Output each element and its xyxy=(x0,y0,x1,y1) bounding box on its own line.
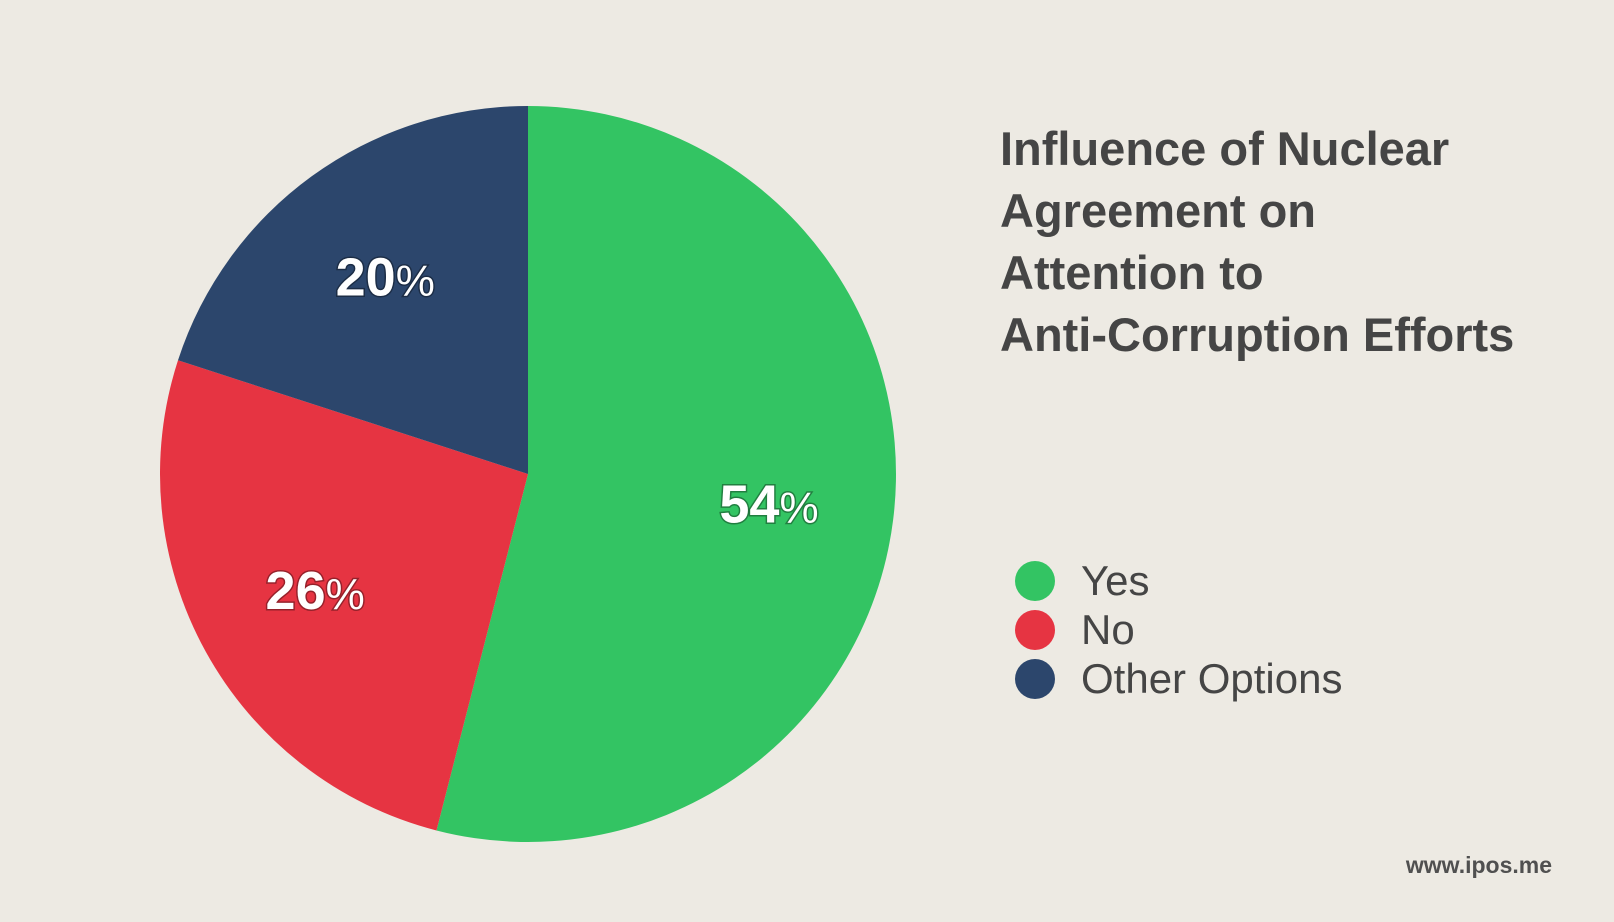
footer-url: www.ipos.me xyxy=(1405,852,1552,878)
legend-swatch-other-options xyxy=(1015,658,1055,699)
chart-title-line-2: Agreement on xyxy=(1000,184,1316,237)
pie-slice-yes xyxy=(436,106,897,842)
chart-title-line-1: Influence of Nuclear xyxy=(1000,122,1450,175)
legend-item-other-options: Other Options xyxy=(1015,654,1342,703)
legend-label-other-options: Other Options xyxy=(1081,654,1343,702)
legend-label-no: No xyxy=(1081,605,1135,653)
pie-slice-other-options xyxy=(178,106,528,474)
legend-swatch-no xyxy=(1015,609,1055,650)
pie-slice-no xyxy=(159,360,528,831)
legend-swatch-yes xyxy=(1015,560,1055,601)
legend-item-yes: Yes xyxy=(1015,556,1342,605)
legend-item-no: No xyxy=(1015,605,1342,654)
chart-title-line-4: Anti-Corruption Efforts xyxy=(1000,308,1515,361)
chart-title: Influence of Nuclear Agreement on Attent… xyxy=(1000,118,1580,366)
chart-legend: Yes No Other Options xyxy=(1015,556,1342,703)
data-label-no: 26% xyxy=(266,561,365,621)
data-label-yes: 54% xyxy=(719,474,818,534)
chart-title-line-3: Attention to xyxy=(1000,246,1264,299)
legend-label-yes: Yes xyxy=(1081,556,1150,604)
data-label-other-options: 20% xyxy=(336,248,435,308)
